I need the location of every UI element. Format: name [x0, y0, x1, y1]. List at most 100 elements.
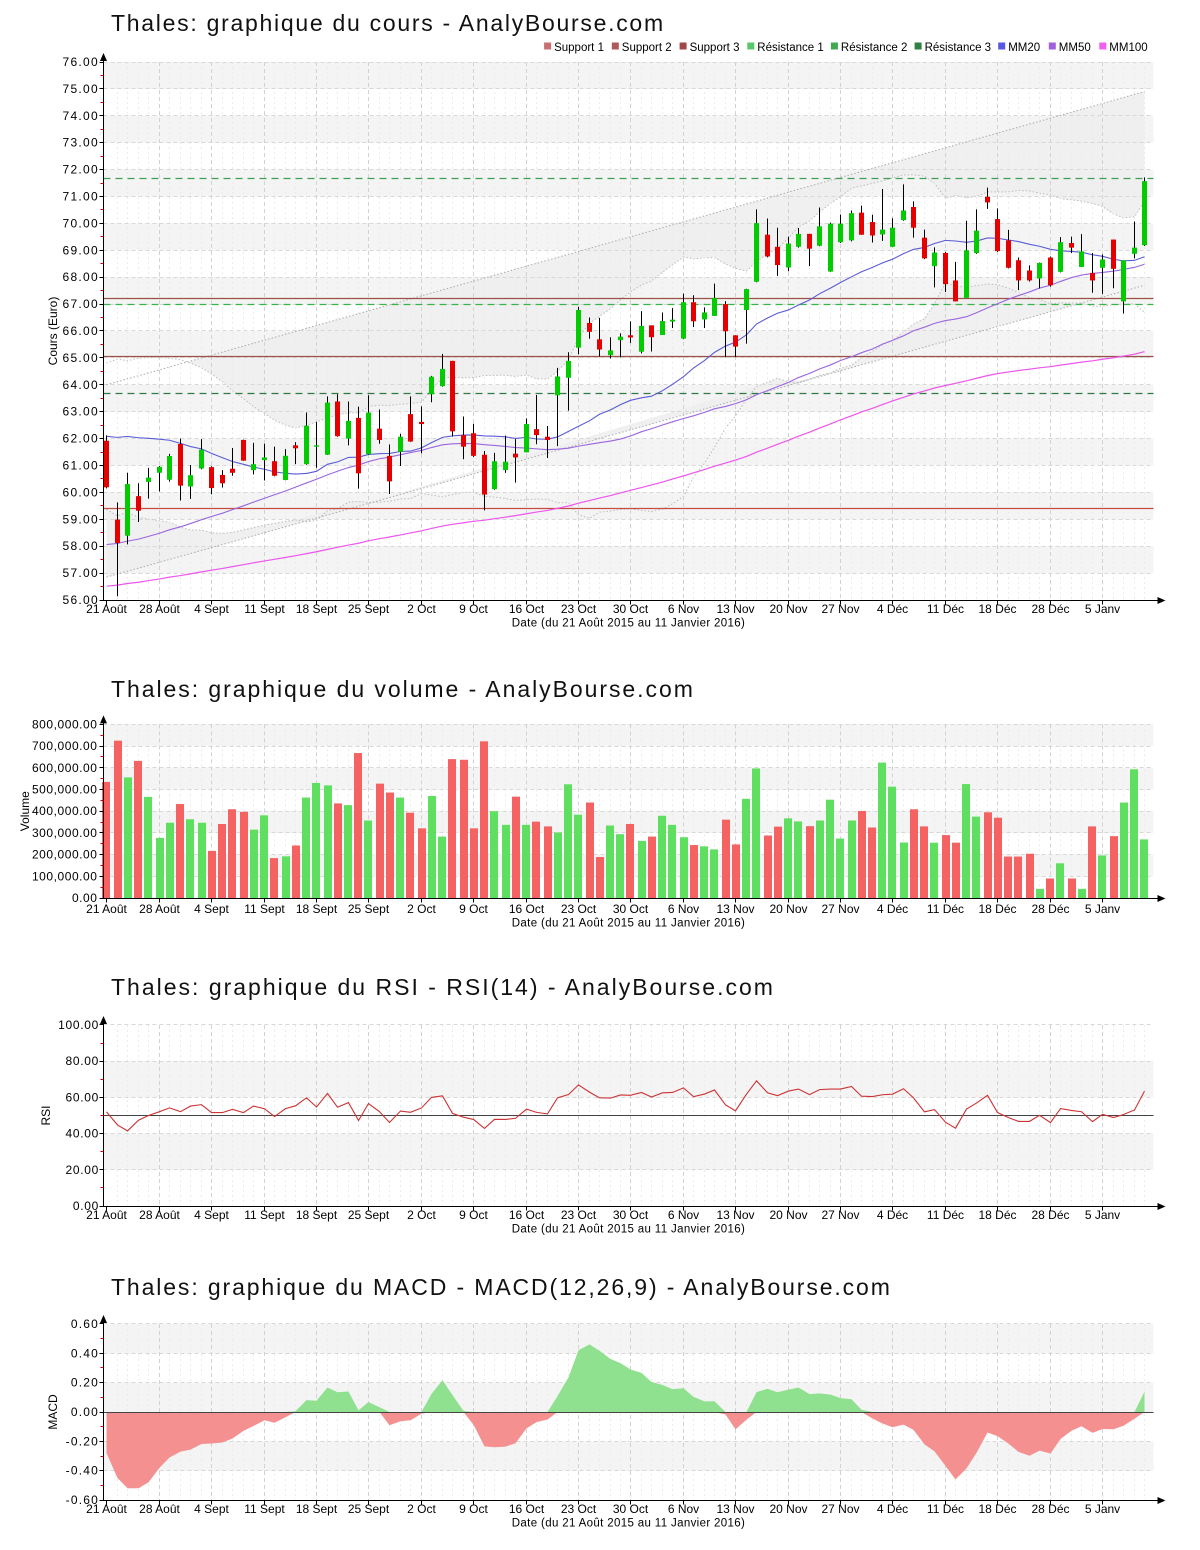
- svg-text:73.00: 73.00: [62, 136, 99, 150]
- svg-text:11 Déc: 11 Déc: [927, 1208, 964, 1222]
- svg-text:6 Nov: 6 Nov: [668, 1208, 699, 1222]
- svg-text:60.00: 60.00: [65, 1090, 99, 1104]
- svg-text:Thales: graphique du volume -: Thales: graphique du volume - AnalyBours…: [111, 676, 695, 702]
- svg-text:18 Sept: 18 Sept: [296, 1502, 338, 1516]
- svg-text:64.00: 64.00: [62, 378, 99, 392]
- svg-text:6 Nov: 6 Nov: [668, 902, 699, 916]
- svg-text:Thales: graphique du cours - A: Thales: graphique du cours - AnalyBourse…: [111, 10, 665, 36]
- svg-text:59.00: 59.00: [62, 512, 99, 526]
- svg-text:5 Janv: 5 Janv: [1085, 1208, 1120, 1222]
- svg-text:71.00: 71.00: [62, 190, 99, 204]
- svg-text:30 Oct: 30 Oct: [613, 602, 649, 616]
- svg-text:13 Nov: 13 Nov: [716, 602, 754, 616]
- svg-text:25 Sept: 25 Sept: [348, 602, 390, 616]
- svg-text:Volume: Volume: [18, 791, 32, 831]
- svg-text:21 Août: 21 Août: [86, 1208, 127, 1222]
- svg-text:67.00: 67.00: [62, 297, 99, 311]
- svg-text:27 Nov: 27 Nov: [821, 1502, 859, 1516]
- svg-text:18 Sept: 18 Sept: [296, 1208, 338, 1222]
- svg-text:66.00: 66.00: [62, 324, 99, 338]
- svg-text:28 Déc: 28 Déc: [1031, 602, 1069, 616]
- svg-text:MM20: MM20: [1008, 42, 1040, 54]
- svg-text:58.00: 58.00: [62, 539, 99, 553]
- svg-text:800,000.00: 800,000.00: [32, 717, 98, 731]
- svg-text:0.00: 0.00: [73, 1199, 99, 1213]
- svg-text:11 Sept: 11 Sept: [244, 1208, 285, 1222]
- svg-text:0.40: 0.40: [71, 1346, 99, 1360]
- svg-text:Résistance 3: Résistance 3: [925, 42, 991, 54]
- svg-text:72.00: 72.00: [62, 163, 99, 177]
- svg-text:28 Août: 28 Août: [139, 902, 180, 916]
- svg-text:27 Nov: 27 Nov: [821, 1208, 859, 1222]
- svg-text:0.00: 0.00: [72, 891, 98, 905]
- svg-text:2 Oct: 2 Oct: [407, 602, 436, 616]
- svg-text:Support 2: Support 2: [622, 42, 672, 54]
- svg-text:100.00: 100.00: [58, 1018, 99, 1032]
- svg-text:Date (du 21 Août 2015 au 11 Ja: Date (du 21 Août 2015 au 11 Janvier 2016…: [512, 618, 745, 630]
- svg-text:74.00: 74.00: [62, 109, 99, 123]
- svg-text:28 Déc: 28 Déc: [1031, 902, 1069, 916]
- svg-text:Résistance 2: Résistance 2: [841, 42, 907, 54]
- svg-text:500,000.00: 500,000.00: [32, 783, 98, 797]
- svg-text:300,000.00: 300,000.00: [32, 826, 98, 840]
- svg-text:4 Déc: 4 Déc: [877, 602, 908, 616]
- svg-text:13 Nov: 13 Nov: [716, 902, 754, 916]
- svg-text:0.20: 0.20: [71, 1376, 99, 1390]
- svg-text:11 Déc: 11 Déc: [927, 1502, 964, 1516]
- svg-text:Date (du 21 Août 2015 au 11 Ja: Date (du 21 Août 2015 au 11 Janvier 2016…: [512, 1224, 745, 1236]
- svg-text:100,000.00: 100,000.00: [32, 869, 98, 883]
- svg-text:0.60: 0.60: [71, 1317, 99, 1331]
- svg-text:11 Sept: 11 Sept: [244, 902, 285, 916]
- svg-text:5 Janv: 5 Janv: [1085, 1502, 1120, 1516]
- svg-text:21 Août: 21 Août: [86, 1502, 127, 1516]
- svg-text:27 Nov: 27 Nov: [821, 602, 859, 616]
- svg-text:18 Sept: 18 Sept: [296, 602, 338, 616]
- svg-text:25 Sept: 25 Sept: [348, 902, 390, 916]
- svg-text:6 Nov: 6 Nov: [668, 1502, 699, 1516]
- svg-text:MACD: MACD: [46, 1394, 60, 1430]
- svg-text:75.00: 75.00: [62, 82, 99, 96]
- svg-text:30 Oct: 30 Oct: [613, 1502, 649, 1516]
- svg-text:30 Oct: 30 Oct: [613, 902, 649, 916]
- svg-text:18 Déc: 18 Déc: [978, 902, 1016, 916]
- svg-text:MM50: MM50: [1059, 42, 1091, 54]
- svg-text:18 Déc: 18 Déc: [978, 1502, 1016, 1516]
- svg-text:18 Déc: 18 Déc: [978, 602, 1016, 616]
- svg-text:21 Août: 21 Août: [86, 902, 127, 916]
- svg-text:Date (du 21 Août 2015 au 11 Ja: Date (du 21 Août 2015 au 11 Janvier 2016…: [512, 918, 745, 930]
- svg-text:2 Oct: 2 Oct: [407, 1208, 436, 1222]
- svg-text:Cours (Euro): Cours (Euro): [46, 297, 60, 366]
- svg-text:65.00: 65.00: [62, 351, 99, 365]
- svg-text:18 Déc: 18 Déc: [978, 1208, 1016, 1222]
- svg-text:56.00: 56.00: [62, 593, 99, 607]
- svg-text:9 Oct: 9 Oct: [459, 1208, 488, 1222]
- svg-text:16 Oct: 16 Oct: [509, 902, 545, 916]
- svg-text:4 Sept: 4 Sept: [194, 1502, 229, 1516]
- svg-text:Thales: graphique du MACD - MA: Thales: graphique du MACD - MACD(12,26,9…: [111, 1274, 892, 1300]
- svg-text:61.00: 61.00: [62, 459, 99, 473]
- svg-text:9 Oct: 9 Oct: [459, 902, 488, 916]
- svg-text:20 Nov: 20 Nov: [769, 1208, 807, 1222]
- svg-text:Support 1: Support 1: [554, 42, 604, 54]
- svg-text:-0.60: -0.60: [66, 1493, 99, 1507]
- svg-text:4 Déc: 4 Déc: [877, 902, 908, 916]
- svg-text:2 Oct: 2 Oct: [407, 902, 436, 916]
- svg-text:4 Sept: 4 Sept: [194, 1208, 229, 1222]
- svg-text:28 Déc: 28 Déc: [1031, 1208, 1069, 1222]
- svg-text:6 Nov: 6 Nov: [668, 602, 699, 616]
- svg-text:11 Sept: 11 Sept: [244, 1502, 285, 1516]
- svg-text:20 Nov: 20 Nov: [769, 602, 807, 616]
- svg-text:76.00: 76.00: [62, 55, 99, 69]
- svg-text:60.00: 60.00: [62, 485, 99, 499]
- svg-text:11 Déc: 11 Déc: [927, 602, 964, 616]
- svg-text:0.00: 0.00: [71, 1405, 99, 1419]
- svg-text:4 Sept: 4 Sept: [194, 602, 229, 616]
- svg-text:23 Oct: 23 Oct: [561, 602, 597, 616]
- svg-text:30 Oct: 30 Oct: [613, 1208, 649, 1222]
- svg-text:23 Oct: 23 Oct: [561, 1208, 597, 1222]
- svg-text:200,000.00: 200,000.00: [32, 848, 98, 862]
- svg-text:23 Oct: 23 Oct: [561, 1502, 597, 1516]
- svg-text:28 Août: 28 Août: [139, 1502, 180, 1516]
- svg-text:57.00: 57.00: [62, 566, 99, 580]
- svg-text:2 Oct: 2 Oct: [407, 1502, 436, 1516]
